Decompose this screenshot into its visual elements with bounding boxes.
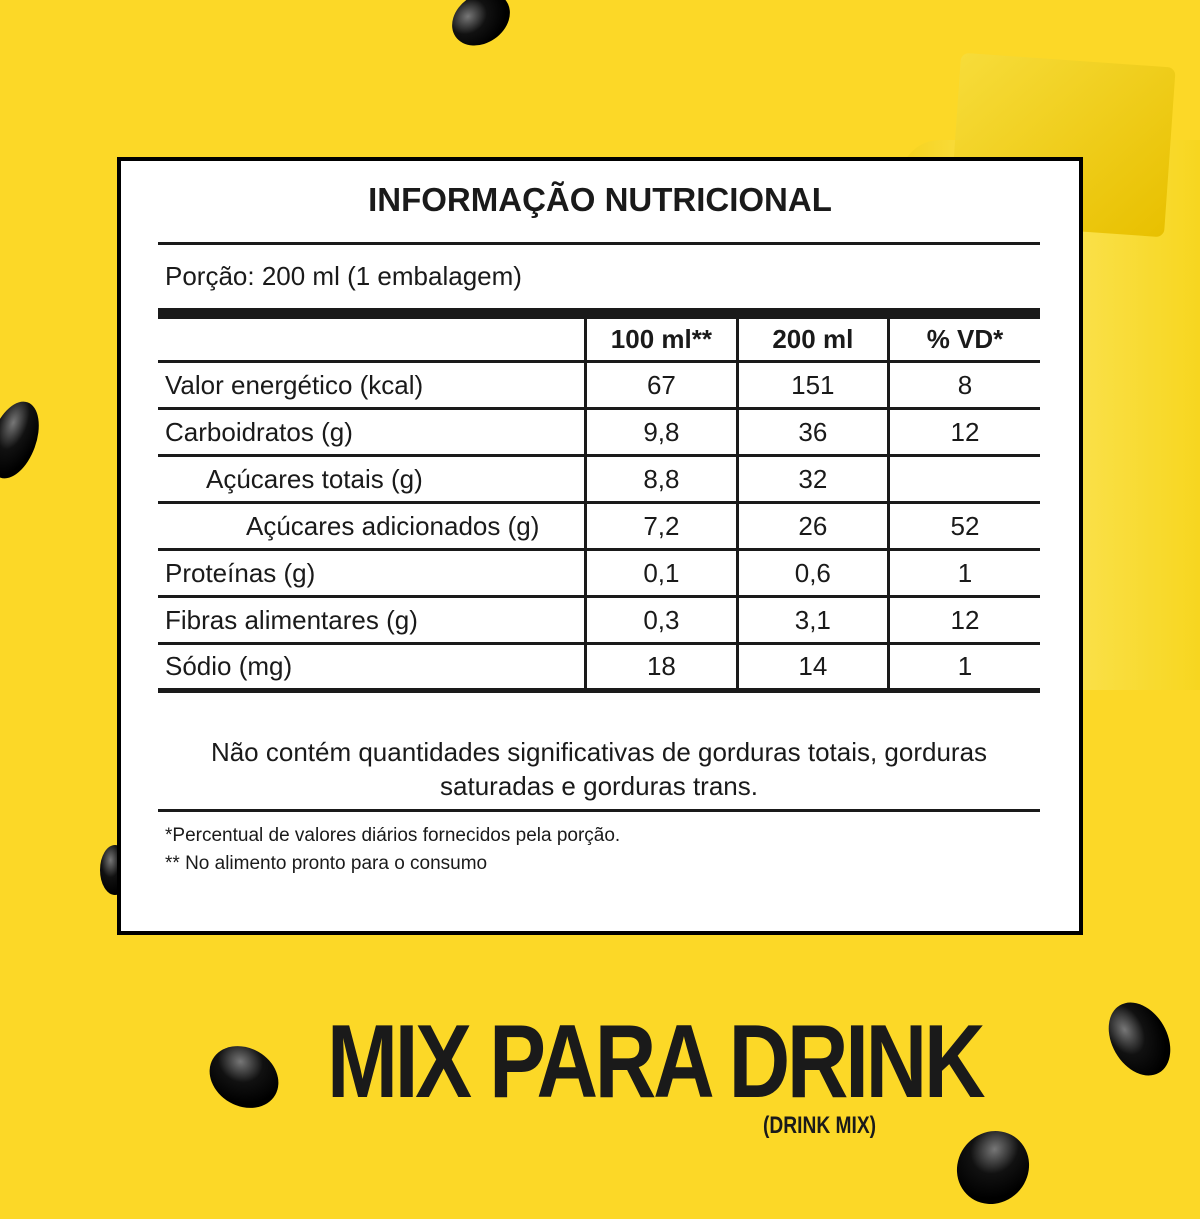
cell: 18 (584, 643, 738, 693)
row-label: Valor energético (kcal) (158, 361, 586, 410)
cell: 0,3 (584, 596, 738, 645)
portion-text: Porção: 200 ml (1 embalagem) (165, 261, 522, 291)
cell: 151 (735, 361, 889, 410)
cell: 3,1 (735, 596, 889, 645)
row-label: Açúcares adicionados (g) (158, 502, 586, 551)
cell: 36 (735, 408, 889, 457)
brand-title: MIX PARA DRINK (327, 1004, 986, 1120)
header-cell: 100 ml** (584, 319, 738, 363)
table-row: Proteínas (g) 0,1 0,6 1 (158, 549, 1040, 598)
cell: 14 (735, 643, 889, 693)
header-cell: 200 ml (735, 319, 889, 363)
cell: 0,1 (584, 549, 738, 598)
fat-note: Não contém quantidades significativas de… (210, 737, 988, 801)
cell: 8,8 (584, 455, 738, 504)
table-row: Açúcares totais (g) 8,8 32 (158, 455, 1040, 504)
divider (158, 242, 1040, 245)
cell: 1 (887, 549, 1040, 598)
row-label: Carboidratos (g) (158, 408, 586, 457)
nutrition-table: 100 ml** 200 ml % VD* Valor energético (… (158, 319, 1040, 693)
cell: 1 (887, 643, 1040, 693)
cell: 26 (735, 502, 889, 551)
nutrition-facts-panel: INFORMAÇÃO NUTRICIONAL Porção: 200 ml (1… (117, 157, 1083, 935)
cell: 9,8 (584, 408, 738, 457)
cell: 0,6 (735, 549, 889, 598)
seed-icon (0, 394, 49, 486)
cell: 12 (887, 596, 1040, 645)
cell: 8 (887, 361, 1040, 410)
cell: 32 (735, 455, 889, 504)
table-row: Valor energético (kcal) 67 151 8 (158, 361, 1040, 410)
footnote: ** No alimento pronto para o consumo (165, 853, 488, 874)
table-row: Fibras alimentares (g) 0,3 3,1 12 (158, 596, 1040, 645)
cell: 52 (887, 502, 1040, 551)
cell: 7,2 (584, 502, 738, 551)
table-header: 100 ml** 200 ml % VD* (158, 319, 1040, 363)
seed-icon (198, 1033, 290, 1121)
footnote: *Percentual de valores diários fornecido… (165, 825, 621, 846)
seed-icon (1096, 991, 1183, 1087)
divider (158, 809, 1040, 812)
row-label: Sódio (mg) (158, 643, 586, 693)
cell: 12 (887, 408, 1040, 457)
cell (887, 455, 1040, 504)
brand-subtitle: (DRINK MIX) (763, 1112, 877, 1139)
seed-icon (441, 0, 521, 57)
row-label: Proteínas (g) (158, 549, 586, 598)
row-label: Fibras alimentares (g) (158, 596, 586, 645)
header-cell (158, 319, 586, 363)
panel-title: INFORMAÇÃO NUTRICIONAL (368, 181, 832, 218)
row-label: Açúcares totais (g) (158, 455, 586, 504)
table-row: Açúcares adicionados (g) 7,2 26 52 (158, 502, 1040, 551)
table-row: Sódio (mg) 18 14 1 (158, 643, 1040, 693)
table-row: Carboidratos (g) 9,8 36 12 (158, 408, 1040, 457)
cell: 67 (584, 361, 738, 410)
header-cell: % VD* (887, 319, 1040, 363)
divider-thick (158, 308, 1040, 319)
seed-icon (942, 1116, 1044, 1219)
